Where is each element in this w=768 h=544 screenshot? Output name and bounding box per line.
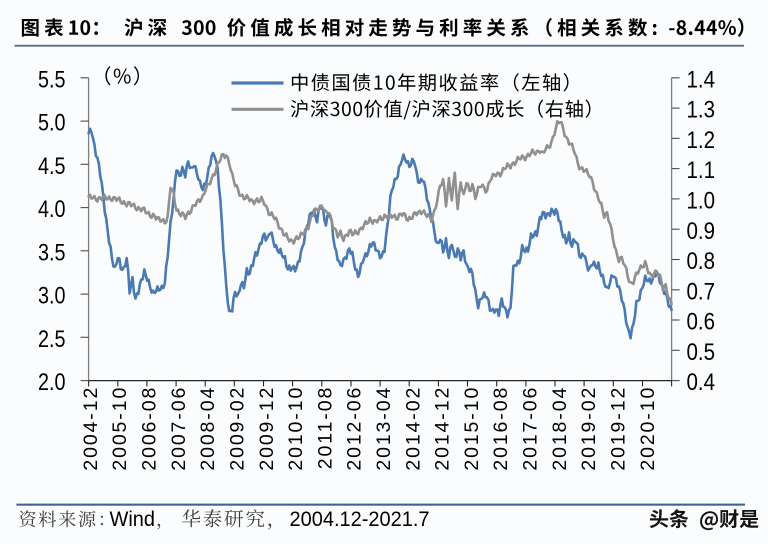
svg-text:0.5: 0.5 xyxy=(687,339,716,366)
svg-text:2008-04: 2008-04 xyxy=(197,386,219,471)
svg-text:1.1: 1.1 xyxy=(687,157,716,184)
svg-text:1.4: 1.4 xyxy=(687,66,716,93)
svg-text:2.5: 2.5 xyxy=(38,326,66,353)
svg-text:4.5: 4.5 xyxy=(38,153,66,180)
svg-text:2.0: 2.0 xyxy=(38,369,66,396)
svg-text:2019-12: 2019-12 xyxy=(608,386,630,471)
svg-text:2009-02: 2009-02 xyxy=(227,386,249,471)
svg-text:3.5: 3.5 xyxy=(38,239,66,266)
svg-text:0.6: 0.6 xyxy=(687,309,716,336)
svg-text:2004.12-2021.7: 2004.12-2021.7 xyxy=(290,508,430,531)
svg-text:2014-12: 2014-12 xyxy=(432,386,454,471)
svg-text:2009-12: 2009-12 xyxy=(256,386,278,471)
svg-text:2014-02: 2014-02 xyxy=(402,386,424,471)
svg-text:1.0: 1.0 xyxy=(687,188,716,215)
svg-text:0.9: 0.9 xyxy=(687,218,716,245)
svg-text:2017-06: 2017-06 xyxy=(520,386,542,471)
svg-text:5.5: 5.5 xyxy=(38,66,66,93)
svg-text:2005-10: 2005-10 xyxy=(109,386,131,471)
svg-text:0.8: 0.8 xyxy=(687,248,716,275)
svg-text:5.0: 5.0 xyxy=(38,110,66,137)
svg-text:2007-06: 2007-06 xyxy=(168,386,190,471)
svg-text:2018-04: 2018-04 xyxy=(549,386,571,471)
svg-text:0.7: 0.7 xyxy=(687,278,716,305)
svg-text:2006-08: 2006-08 xyxy=(139,386,161,471)
svg-text:2020-10: 2020-10 xyxy=(637,386,659,471)
svg-text:2012-06: 2012-06 xyxy=(344,386,366,471)
svg-text:2019-02: 2019-02 xyxy=(578,386,600,471)
svg-text:Wind: Wind xyxy=(110,508,156,531)
svg-text:2010-10: 2010-10 xyxy=(285,386,307,471)
svg-text:4.0: 4.0 xyxy=(38,196,66,223)
svg-text:1.2: 1.2 xyxy=(687,127,716,154)
svg-text:2015-10: 2015-10 xyxy=(461,386,483,471)
svg-text:0.4: 0.4 xyxy=(687,369,716,396)
svg-text:2016-08: 2016-08 xyxy=(490,386,512,471)
svg-text:1.3: 1.3 xyxy=(687,97,716,124)
svg-text:2013-04: 2013-04 xyxy=(373,386,395,471)
svg-text:3.0: 3.0 xyxy=(38,283,66,310)
svg-text:2011-08: 2011-08 xyxy=(314,386,336,469)
svg-text:2004-12: 2004-12 xyxy=(80,386,102,471)
